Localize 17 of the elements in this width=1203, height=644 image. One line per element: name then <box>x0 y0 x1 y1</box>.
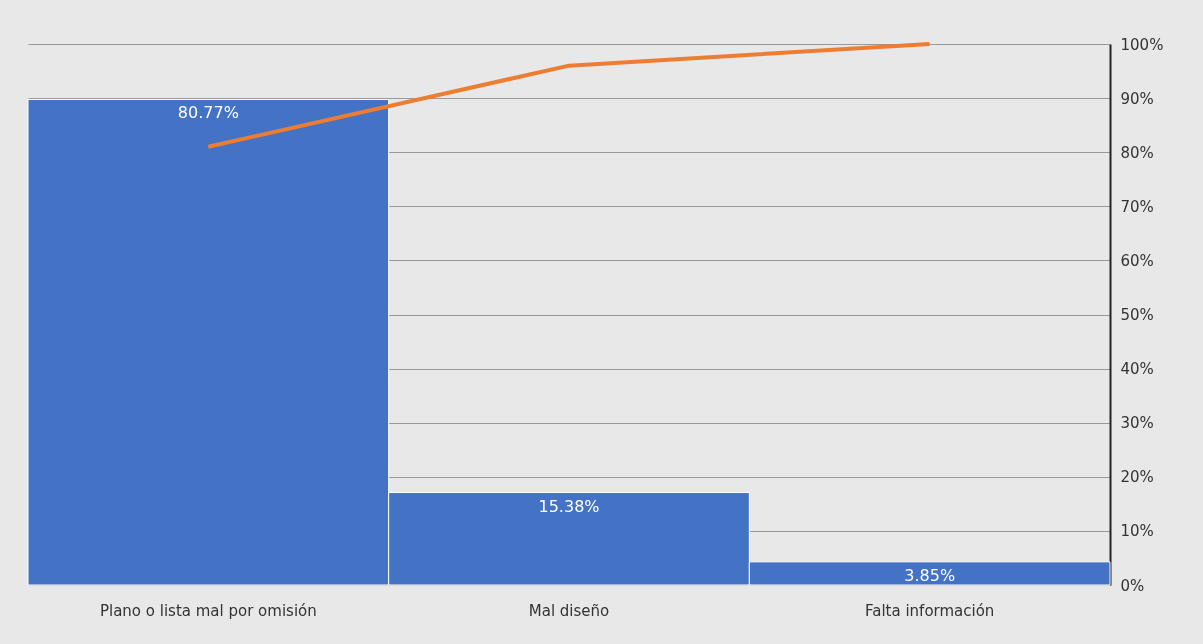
x-tick-label: Plano o lista mal por omisión <box>99 601 317 620</box>
y2-tick-label: 40% <box>1120 360 1154 379</box>
y2-tick-label: 80% <box>1120 143 1154 162</box>
y2-tick-label: 100% <box>1120 35 1164 54</box>
x-tick-label: Mal diseño <box>528 601 610 620</box>
y2-tick-label: 50% <box>1120 306 1154 324</box>
y2-tick-label: 0% <box>1120 576 1145 595</box>
y2-tick-label: 20% <box>1120 468 1154 487</box>
x-tick-label: Falta información <box>864 601 995 620</box>
data-label: 3.85% <box>904 565 956 585</box>
y2-tick-label: 90% <box>1120 89 1154 108</box>
data-label: 80.77% <box>177 103 239 123</box>
data-label: 15.38% <box>538 496 600 516</box>
y2-tick-label: 60% <box>1120 251 1154 270</box>
y2-tick-label: 70% <box>1120 197 1154 216</box>
y2-tick-label: 30% <box>1120 414 1154 433</box>
y2-tick-label: 10% <box>1120 522 1154 541</box>
